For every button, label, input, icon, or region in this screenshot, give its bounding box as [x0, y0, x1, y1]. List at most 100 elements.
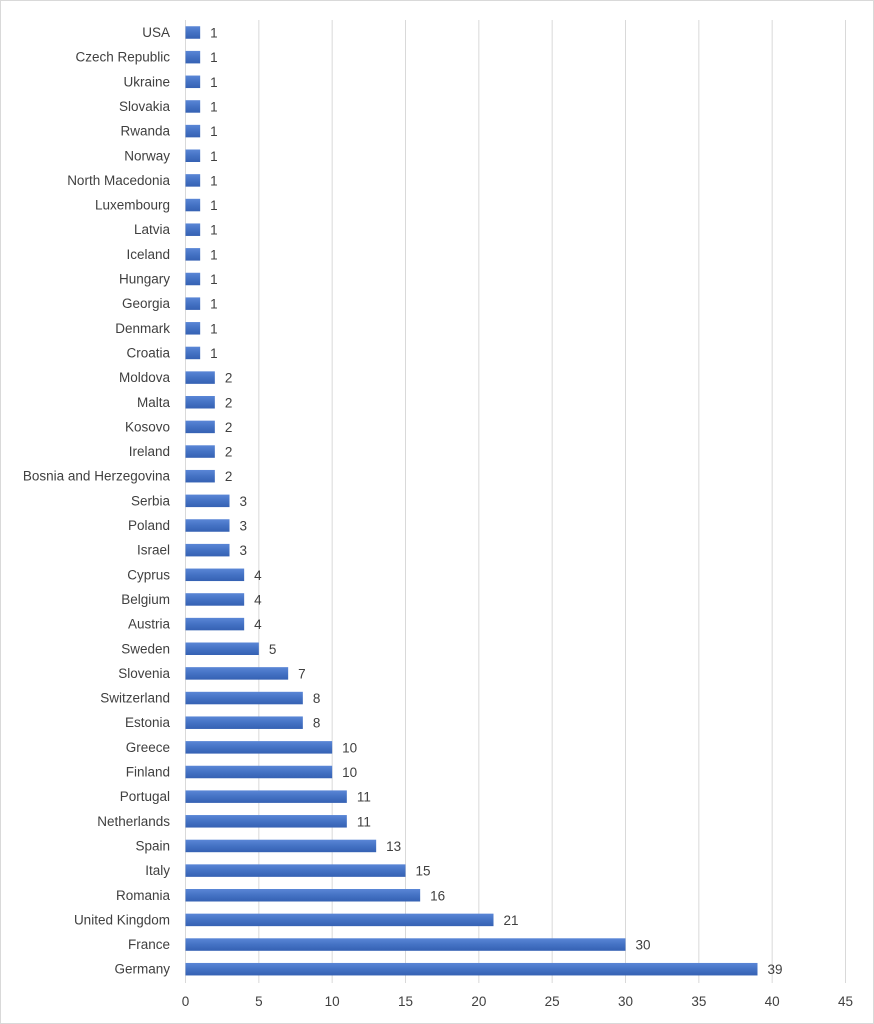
category-label: Bosnia and Herzegovina [23, 469, 171, 484]
category-label: Austria [128, 617, 171, 632]
bar [185, 494, 230, 508]
bar [185, 938, 626, 951]
data-label: 11 [357, 814, 371, 829]
bar [185, 790, 347, 803]
category-label: Slovenia [118, 666, 170, 681]
bar [185, 568, 245, 582]
bar [185, 174, 201, 187]
bar [185, 962, 758, 976]
data-label: 3 [240, 543, 248, 558]
data-labels: 1111111111111122222333444578810101111131… [210, 26, 782, 978]
category-label: Rwanda [120, 124, 170, 139]
bar [185, 815, 347, 828]
category-label: Moldova [119, 370, 171, 385]
data-label: 1 [210, 272, 218, 287]
category-labels: USA Czech Republic Ukraine Slovakia Rwanda No… [23, 25, 171, 977]
data-label: 1 [210, 173, 218, 188]
data-label: 2 [225, 371, 233, 386]
x-tick-label: 20 [471, 994, 486, 1009]
bar [185, 716, 303, 729]
data-label: 4 [254, 617, 262, 632]
category-label: Belgium [121, 592, 170, 607]
x-axis-ticks: 0 5 10 15 20 25 30 35 40 45 [182, 994, 853, 1009]
x-tick-label: 40 [765, 994, 780, 1009]
data-label: 1 [210, 321, 218, 336]
bar [185, 223, 201, 236]
data-label: 1 [210, 297, 218, 312]
category-label: Hungary [119, 272, 170, 287]
x-tick-label: 30 [618, 994, 633, 1009]
category-label: Israel [137, 543, 170, 558]
bar [185, 667, 289, 680]
bar [185, 396, 215, 409]
data-label: 1 [210, 75, 218, 90]
x-tick-label: 15 [398, 994, 413, 1009]
category-label: USA [142, 25, 170, 40]
data-label: 30 [636, 938, 651, 953]
data-label: 4 [254, 568, 262, 583]
category-label: Kosovo [125, 419, 170, 434]
bar [185, 248, 201, 261]
bar [185, 100, 201, 113]
category-label: Netherlands [97, 814, 170, 829]
category-label: Poland [128, 518, 170, 533]
x-tick-label: 5 [255, 994, 263, 1009]
bar [185, 543, 230, 557]
category-label: Italy [145, 863, 170, 878]
gridlines [185, 20, 846, 983]
category-label: United Kingdom [74, 912, 170, 927]
bar [185, 889, 421, 902]
bar [185, 420, 215, 434]
data-label: 1 [210, 124, 218, 139]
bar [185, 75, 201, 89]
data-label: 3 [240, 519, 248, 534]
data-label: 15 [416, 864, 431, 879]
data-label: 2 [225, 395, 233, 410]
category-label: Serbia [131, 493, 171, 508]
data-label: 1 [210, 50, 218, 65]
bar [185, 642, 259, 655]
category-label: Denmark [115, 321, 170, 336]
data-label: 4 [254, 592, 262, 607]
bar [185, 198, 201, 212]
bar [185, 839, 377, 853]
data-label: 8 [313, 691, 321, 706]
bar [185, 913, 494, 927]
category-label: Germany [114, 962, 170, 977]
category-label: Sweden [121, 641, 170, 656]
bar [185, 50, 201, 64]
bar [185, 617, 245, 631]
category-label: France [128, 937, 170, 952]
data-label: 2 [225, 420, 233, 435]
category-label: Ukraine [123, 74, 170, 89]
category-label: North Macedonia [67, 173, 170, 188]
bar [185, 26, 201, 39]
data-label: 2 [225, 445, 233, 460]
data-label: 1 [210, 223, 218, 238]
x-tick-label: 25 [545, 994, 560, 1009]
data-label: 10 [342, 740, 357, 755]
category-label: Spain [135, 838, 170, 853]
data-label: 2 [225, 469, 233, 484]
data-label: 1 [210, 198, 218, 213]
bar [185, 124, 201, 138]
bar [185, 765, 333, 779]
category-label: Slovakia [119, 99, 171, 114]
data-label: 7 [298, 666, 306, 681]
data-label: 1 [210, 346, 218, 361]
data-label: 1 [210, 99, 218, 114]
bar [185, 346, 201, 360]
category-label: Malta [137, 395, 171, 410]
data-label: 3 [240, 494, 248, 509]
bar [185, 469, 215, 483]
data-label: 5 [269, 642, 277, 657]
data-label: 8 [313, 716, 321, 731]
bar [185, 371, 215, 384]
bar [185, 864, 406, 877]
category-label: Norway [124, 148, 170, 163]
x-tick-label: 45 [838, 994, 853, 1009]
category-label: Latvia [134, 222, 171, 237]
bar [185, 691, 303, 705]
x-tick-label: 10 [325, 994, 340, 1009]
